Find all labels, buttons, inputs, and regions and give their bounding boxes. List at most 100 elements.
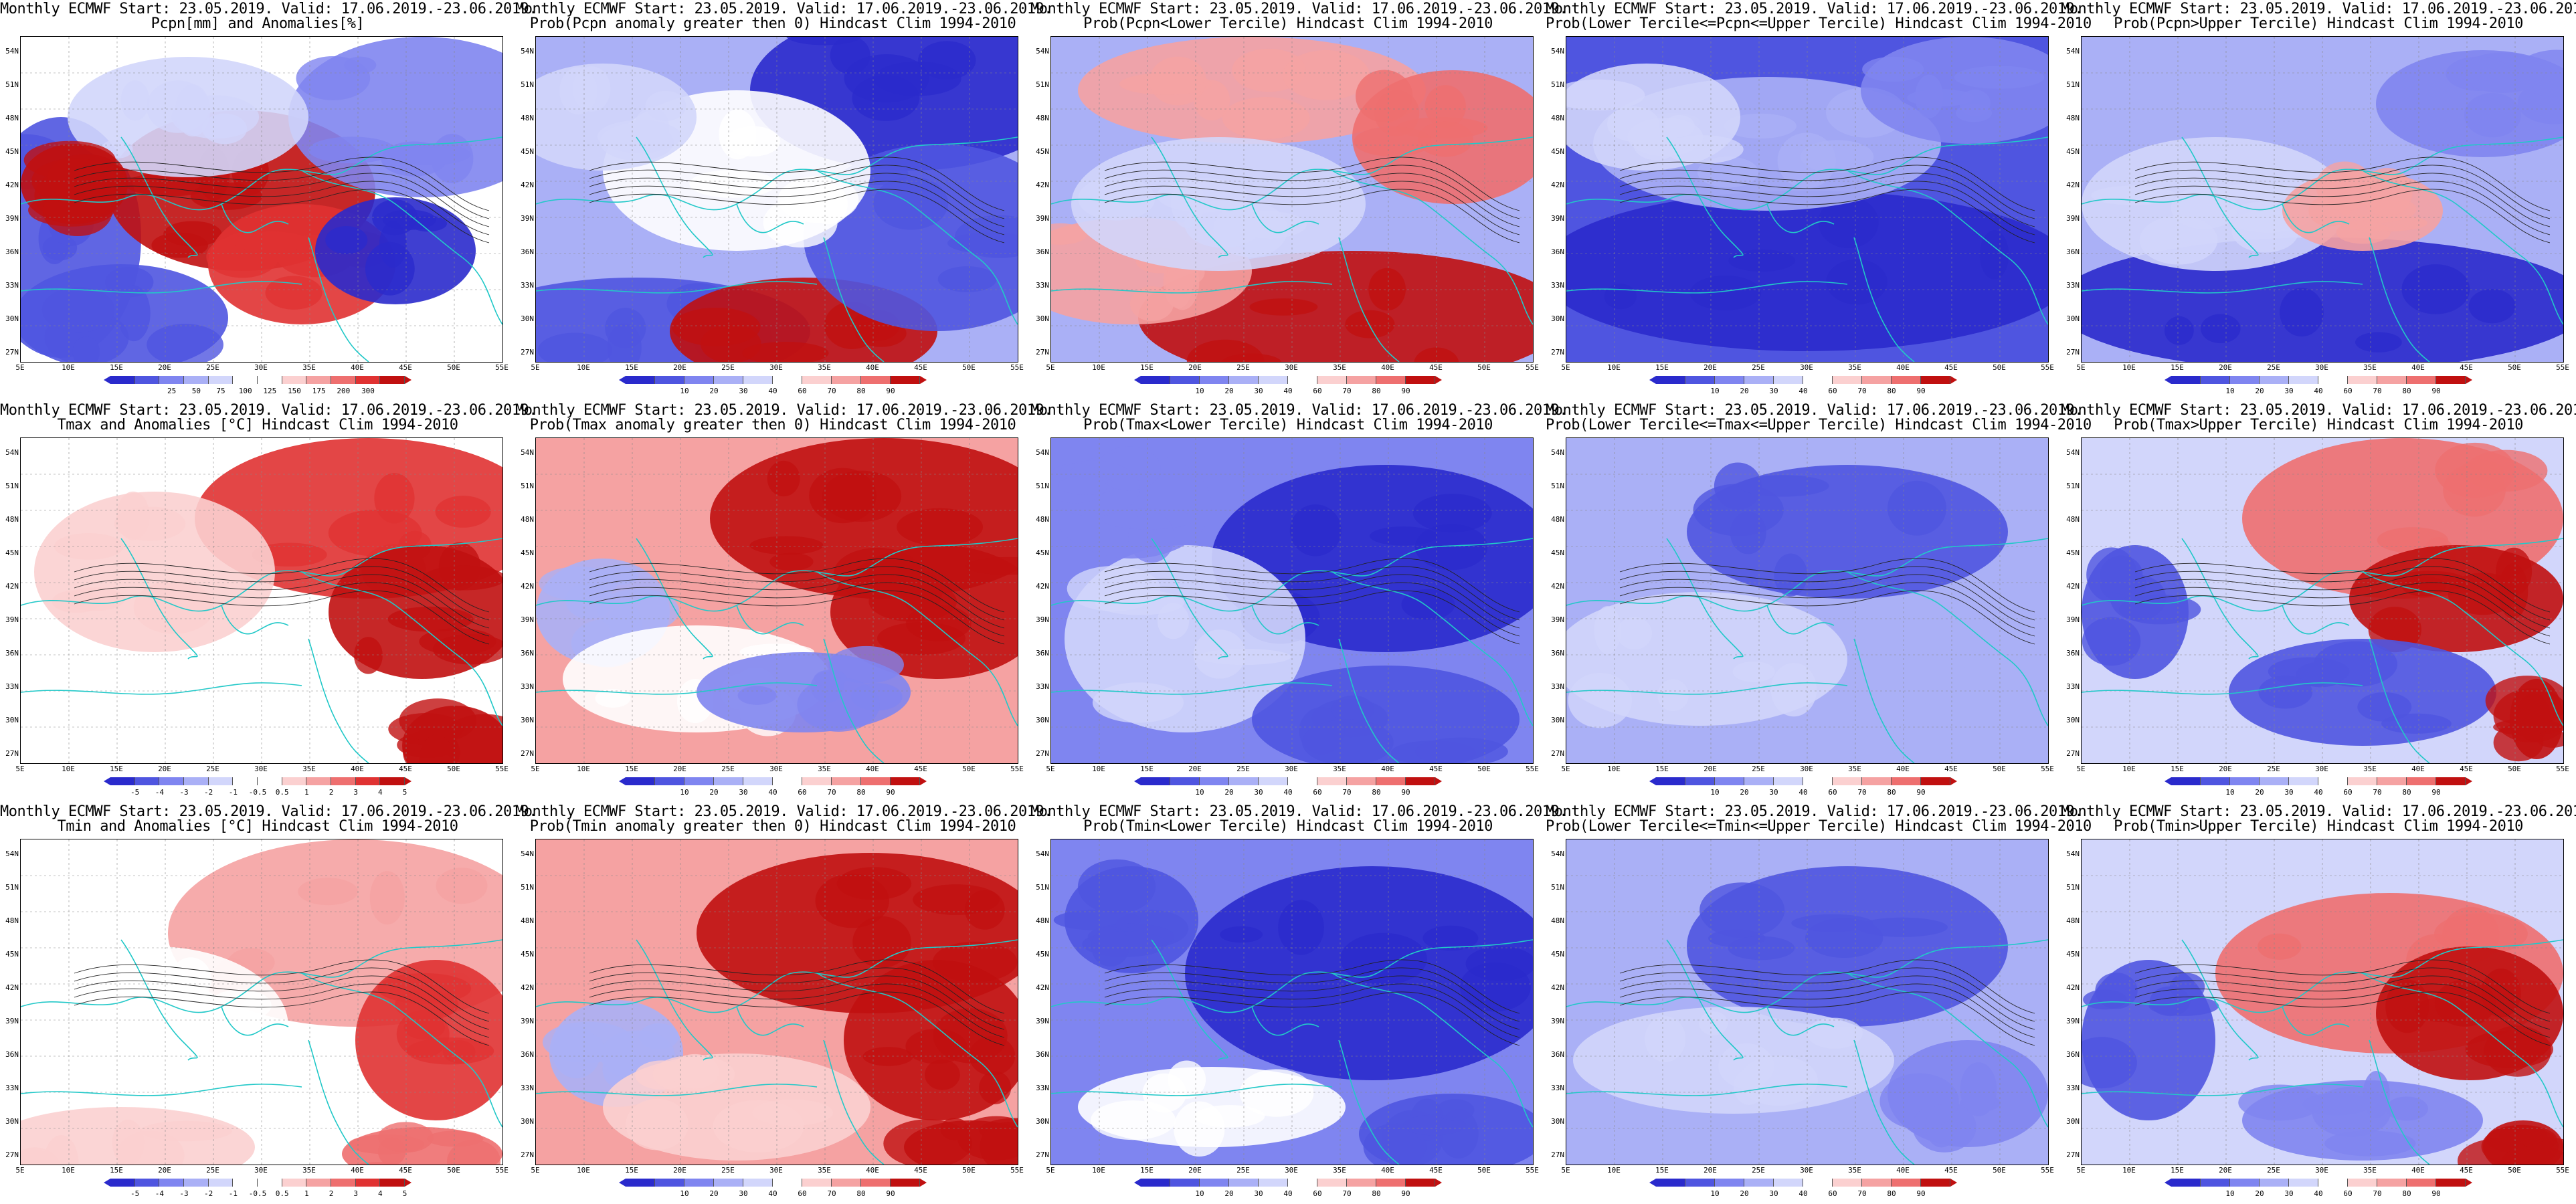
forecast-map	[1566, 839, 2049, 1165]
color-scale-arrow-left	[619, 376, 626, 384]
longitude-label: 35E	[302, 1166, 316, 1175]
longitude-label: 55E	[2041, 765, 2054, 773]
latitude-label: 45N	[1036, 548, 1049, 557]
color-scale-label: -3	[179, 788, 189, 797]
longitude-label: 35E	[818, 1166, 831, 1175]
color-scale-label: 20	[2255, 788, 2264, 797]
color-scale-label: 30	[1254, 788, 1263, 797]
longitude-label: 25E	[2267, 765, 2280, 773]
color-scale-segment	[743, 376, 773, 384]
latitude-label: 51N	[1036, 482, 1049, 490]
color-scale-segment	[282, 777, 307, 785]
forecast-map	[2081, 36, 2564, 363]
longitude-label: 35E	[2363, 765, 2377, 773]
color-scale-segment	[184, 1179, 209, 1187]
latitude-label: 54N	[1551, 47, 1564, 56]
color-scale-label: 30	[1254, 1189, 1263, 1198]
longitude-label: 35E	[818, 363, 831, 372]
color-scale-label: 80	[1887, 788, 1896, 797]
color-scale-segment	[1656, 1179, 1685, 1187]
color-scale-label: 20	[1740, 788, 1749, 797]
longitude-label: 5E	[531, 1166, 540, 1175]
color-scale-label: -2	[204, 788, 213, 797]
latitude-label: 27N	[521, 1150, 534, 1159]
latitude-label: 45N	[521, 147, 534, 156]
color-scale-segment	[355, 376, 381, 384]
color-scale-segment	[684, 376, 714, 384]
color-scale-label: 1	[304, 1189, 309, 1198]
panel-title-line2: Prob(Tmax anomaly greater then 0) Hindca…	[529, 417, 1016, 433]
longitude-label: 45E	[1944, 1166, 1958, 1175]
longitude-label: 20E	[673, 363, 686, 372]
color-scale-segment	[2407, 777, 2436, 785]
color-scale-segment	[1288, 1179, 1317, 1187]
color-scale-label: 30	[2284, 1189, 2294, 1198]
color-scale-segment	[258, 777, 282, 785]
panel-title-line2: Prob(Tmin anomaly greater then 0) Hindca…	[529, 818, 1016, 835]
latitude-label: 36N	[2066, 649, 2080, 658]
color-scale-label: -4	[155, 788, 164, 797]
longitude-label: 10E	[62, 765, 75, 773]
forecast-map	[20, 36, 503, 363]
color-scale-label: -0.5	[248, 788, 267, 797]
color-scale-label: 10	[1195, 788, 1204, 797]
color-scale-label: 60	[798, 788, 807, 797]
latitude-label: 36N	[1036, 1050, 1049, 1059]
panel-title-line2: Prob(Lower Tercile<=Pcpn<=Upper Tercile)…	[1546, 15, 2092, 32]
panel-title-line1: Monthly ECMWF Start: 23.05.2019. Valid: …	[515, 803, 1052, 820]
forecast-map	[535, 437, 1018, 764]
color-scale-label: 10	[1710, 387, 1720, 395]
color-scale-label: 10	[2225, 788, 2235, 797]
color-scale-label: 10	[1710, 788, 1720, 797]
latitude-label: 48N	[1551, 114, 1564, 122]
latitude-label: 45N	[5, 548, 19, 557]
longitude-label: 45E	[1944, 765, 1958, 773]
longitude-label: 10E	[62, 1166, 75, 1175]
latitude-label: 39N	[1551, 214, 1564, 223]
color-scale-arrow-left	[1649, 1179, 1656, 1187]
latitude-label: 42N	[1036, 582, 1049, 591]
color-scale-label: 50	[191, 387, 201, 395]
latitude-label: 45N	[1551, 548, 1564, 557]
forecast-map	[1566, 437, 2049, 764]
color-scale-arrow-right	[2466, 777, 2472, 785]
latitude-label: 54N	[2066, 47, 2080, 56]
latitude-label: 27N	[2066, 1150, 2080, 1159]
latitude-label: 45N	[521, 950, 534, 959]
latitude-label: 33N	[5, 1084, 19, 1092]
color-scale-segment	[1376, 777, 1406, 785]
color-scale-segment	[2436, 1179, 2466, 1187]
color-scale-label: 90	[1401, 1189, 1410, 1198]
longitude-label: 35E	[1333, 765, 1346, 773]
latitude-label: 39N	[1036, 615, 1049, 624]
panel-title-line1: Monthly ECMWF Start: 23.05.2019. Valid: …	[515, 1, 1052, 17]
longitude-label: 50E	[1993, 1166, 2006, 1175]
panel-title-line1: Monthly ECMWF Start: 23.05.2019. Valid: …	[1546, 803, 2083, 820]
longitude-label: 25E	[721, 363, 735, 372]
color-scale-label: 300	[361, 387, 375, 395]
latitude-label: 45N	[1551, 950, 1564, 959]
latitude-label: 30N	[2066, 1117, 2080, 1126]
longitude-label: 10E	[577, 765, 590, 773]
longitude-label: 25E	[721, 765, 735, 773]
longitude-label: 5E	[1561, 363, 1570, 372]
color-scale-segment	[1744, 777, 1774, 785]
color-scale-label: 90	[1916, 1189, 1926, 1198]
color-scale-segment	[1376, 1179, 1406, 1187]
latitude-label: 48N	[521, 515, 534, 524]
color-scale-label: 60	[1828, 1189, 1837, 1198]
longitude-label: 30E	[2315, 765, 2328, 773]
color-scale-segment	[1170, 777, 1200, 785]
longitude-label: 10E	[1092, 363, 1105, 372]
longitude-label: 45E	[914, 1166, 927, 1175]
panel-title-line2: Prob(Pcpn<Lower Tercile) Hindcast Clim 1…	[1083, 15, 1493, 32]
color-scale-segment	[134, 777, 160, 785]
latitude-label: 33N	[1551, 682, 1564, 691]
longitude-label: 45E	[399, 1166, 412, 1175]
latitude-label: 42N	[5, 181, 19, 189]
forecast-map	[2081, 437, 2564, 764]
latitude-label: 30N	[1551, 1117, 1564, 1126]
longitude-label: 25E	[2267, 1166, 2280, 1175]
longitude-label: 15E	[1655, 765, 1669, 773]
panel-title-line1: Monthly ECMWF Start: 23.05.2019. Valid: …	[2061, 402, 2576, 419]
